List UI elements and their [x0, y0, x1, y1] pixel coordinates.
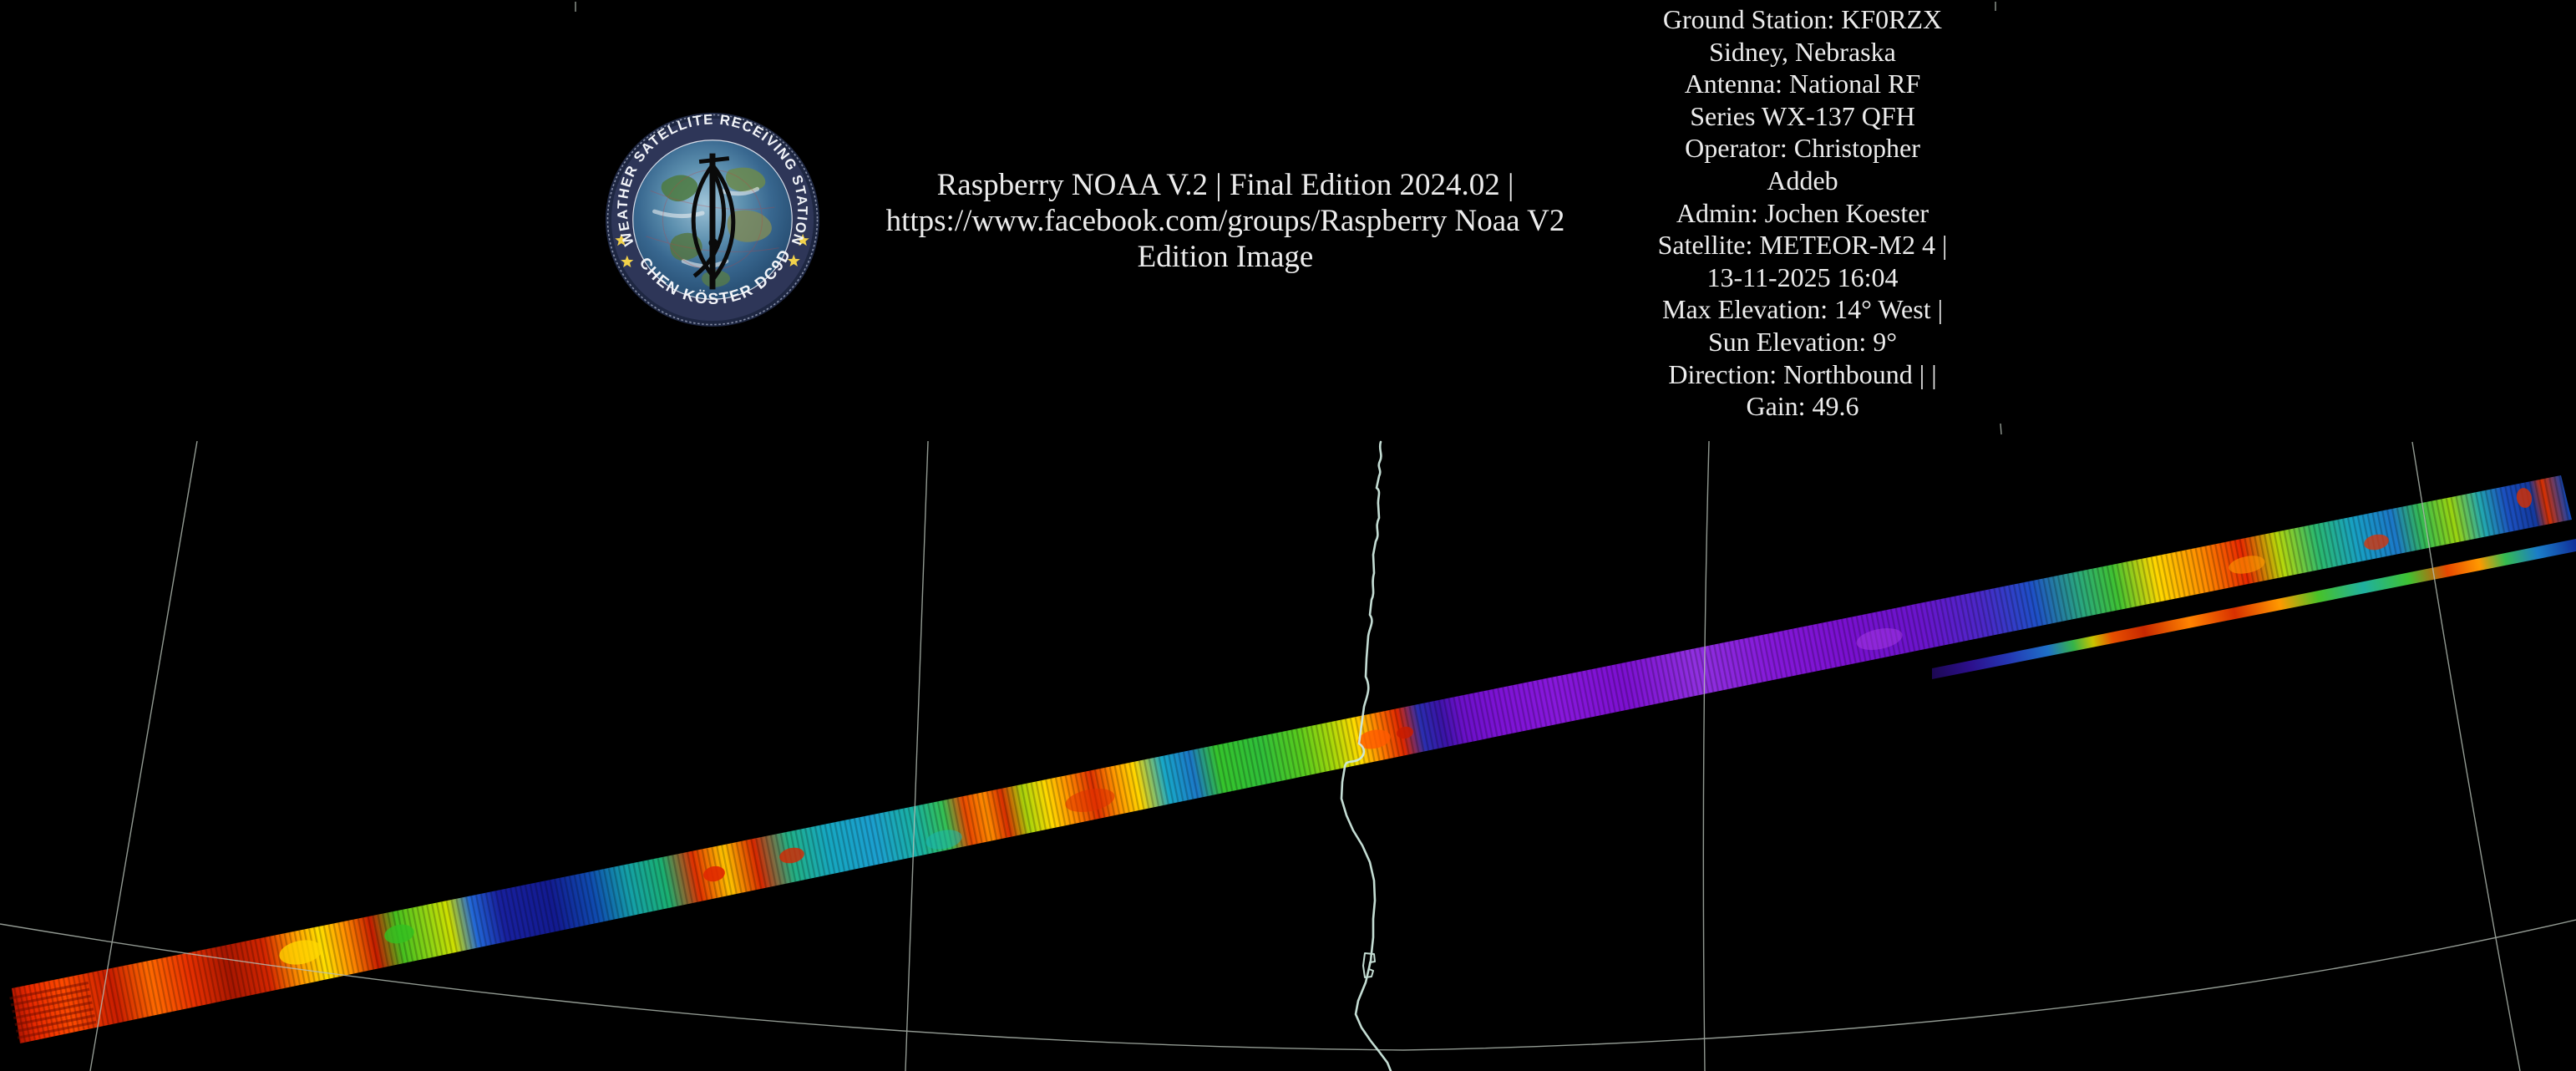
swath-strip-band: [1932, 539, 2576, 679]
title-line-3: Edition Image: [1137, 240, 1314, 274]
station-info-line: Max Elevation: 14° West |: [1662, 294, 1943, 325]
parallel-line: [0, 919, 2576, 1051]
station-info-line: Gain: 49.6: [1746, 391, 1859, 422]
meridian-line-2: [905, 440, 929, 1071]
station-info-line: 13-11-2025 16:04: [1706, 261, 1899, 292]
title-block: Raspberry NOAA V.2 | Final Edition 2024.…: [808, 167, 1643, 275]
meridian-line-1: [89, 440, 198, 1071]
qfh-antenna-silhouette: [691, 153, 736, 290]
station-info-line: Antenna: National RF: [1684, 69, 1921, 99]
station-info-line: Direction: Northbound | |: [1668, 358, 1937, 389]
station-info-block: Ground Station: KF0RZX Sidney, Nebraska An…: [1552, 3, 2053, 423]
station-logo-svg: WEATHER SATELLITE RECEIVING STATION JOCH…: [598, 98, 820, 327]
satellite-swath-second: [1932, 539, 2576, 679]
swath-left-end-scanlines: [9, 981, 97, 1039]
title-line-2: https://www.facebook.com/groups/Raspberr…: [885, 204, 1565, 238]
station-logo: WEATHER SATELLITE RECEIVING STATION JOCH…: [598, 98, 820, 327]
station-info-line: Satellite: METEOR-M2 4 |: [1657, 230, 1948, 261]
station-info-line: Addeb: [1767, 165, 1838, 195]
graticule-tick-mid-right: [2000, 423, 2002, 435]
station-info-line: Ground Station: KF0RZX: [1662, 4, 1943, 34]
satellite-swath-main: [9, 475, 2572, 1043]
meridian-line-4: [2411, 441, 2521, 1071]
station-info-line: Operator: Christopher: [1685, 133, 1920, 164]
station-info-line: Series WX-137 QFH: [1690, 100, 1915, 131]
meridian-line-3: [1702, 440, 1710, 1071]
station-info-line: Sidney, Nebraska: [1709, 36, 1896, 67]
swath-feature-blobs: [279, 488, 2533, 965]
title-line-1: Raspberry NOAA V.2 | Final Edition 2024.…: [936, 168, 1514, 202]
station-info-line: Sun Elevation: 9°: [1707, 326, 1898, 357]
coastline-lagoon-loop: [1362, 952, 1376, 978]
station-info-line: Admin: Jochen Koester: [1676, 197, 1929, 228]
swath-noise-overlay: [12, 475, 2572, 1043]
logo-perforated-rim: [606, 114, 819, 326]
coastline: [1340, 440, 1392, 1071]
coastline-path: [1340, 440, 1392, 1071]
